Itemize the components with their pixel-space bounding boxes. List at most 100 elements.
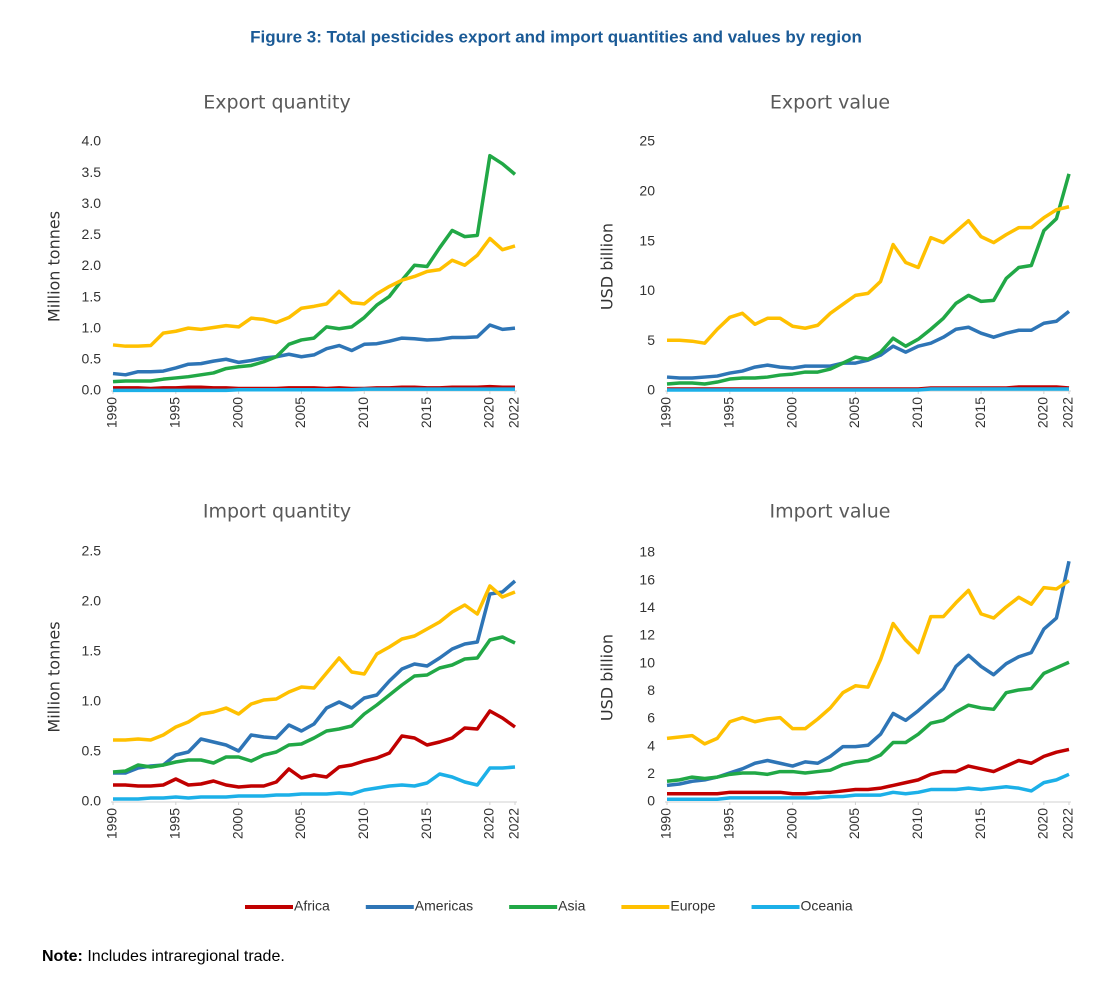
legend-label: Asia [558,898,585,914]
x-tick-label: 2015 [418,808,434,839]
x-tick-label: 2010 [909,397,925,428]
x-tick-label: 2010 [355,397,371,428]
x-tick-label: 2022 [1060,808,1076,839]
y-axis-label: USD billion [598,634,617,721]
series-line [667,747,1070,796]
chart-title: Export quantity [203,92,350,114]
y-tick-label: 2.5 [82,226,102,242]
series-line [113,584,516,742]
series-line [113,709,517,789]
y-tick-label: 0.5 [82,743,102,759]
x-tick-label: 1990 [658,808,674,839]
x-tick-label: 2020 [481,397,497,428]
y-tick-label: 1.0 [82,693,102,709]
y-tick-label: 3.5 [82,164,102,180]
x-tick-label: 2005 [846,397,862,428]
x-tick-label: 2015 [972,397,988,428]
y-tick-label: 1.0 [82,319,102,335]
x-tick-label: 2000 [229,808,245,839]
series-line [667,387,1069,392]
series-line [113,387,515,393]
y-axis-label: USD billion [598,223,617,310]
y-tick-label: 0 [647,382,655,398]
note: Note: Includes intraregional trade. [42,948,285,965]
series-line [112,323,516,377]
x-tick-label: 1990 [658,397,674,428]
x-tick-label: 1995 [167,397,183,428]
chart-panel: Import quantity Million tonnes 0.0 0.5 1.0 1.… [45,501,522,840]
x-tick-label: 1995 [167,808,183,839]
legend-label: Africa [294,898,330,914]
x-tick-label: 2005 [846,808,862,839]
y-tick-label: 18 [639,544,655,560]
y-tick-label: 15 [639,232,655,248]
x-tick-label: 2005 [292,397,308,428]
y-tick-label: 2.0 [82,257,102,273]
series-line [667,772,1070,801]
y-tick-label: 20 [639,183,655,199]
series-line [667,205,1070,345]
x-tick-label: 2020 [481,808,497,839]
x-tick-label: 2010 [355,808,371,839]
y-tick-label: 4 [647,737,655,753]
series-line [112,635,516,774]
y-tick-label: 3.0 [82,195,102,211]
x-tick-label: 2022 [1060,397,1076,428]
x-tick-label: 1990 [104,397,120,428]
y-tick-label: 12 [639,627,655,643]
legend: Africa Americas Asia Europe Oceania [245,898,853,914]
figure-title: Figure 3: Total pesticides export and im… [250,27,862,46]
y-tick-label: 6 [647,710,655,726]
chart-panel: Import value USD billion 0 2 4 6 8 10 12 14 16 18 19… [598,501,1076,840]
x-tick-label: 2022 [506,397,522,428]
x-tick-label: 2000 [783,808,799,839]
y-tick-label: 5 [647,332,655,348]
note-label: Note: [42,948,83,965]
y-tick-label: 14 [639,599,655,615]
x-tick-label: 1995 [721,397,737,428]
y-tick-label: 2.5 [82,543,102,559]
y-tick-label: 16 [639,571,655,587]
x-tick-label: 2020 [1035,397,1051,428]
y-tick-label: 4.0 [82,133,102,149]
x-tick-label: 2010 [909,808,925,839]
y-tick-label: 2 [647,765,655,781]
series-line [666,560,1071,788]
legend-label: Oceania [801,898,853,914]
x-tick-label: 1990 [104,808,120,839]
x-tick-label: 1995 [721,808,737,839]
y-axis-label: Million tonnes [45,621,64,732]
x-tick-label: 2020 [1035,808,1051,839]
y-tick-label: 10 [639,282,655,298]
series-line [112,236,516,348]
chart-panel: Export quantity Million tonnes 0.0 0.5 1.0 1.… [45,92,522,429]
y-tick-label: 1.5 [82,288,102,304]
y-tick-label: 0 [647,793,655,809]
chart-title: Import quantity [203,501,351,523]
x-tick-label: 2005 [292,808,308,839]
chart-title: Import value [770,501,891,523]
x-tick-label: 2022 [506,808,522,839]
y-tick-label: 2.0 [82,593,102,609]
y-tick-label: 8 [647,682,655,698]
y-tick-label: 10 [639,654,655,670]
note-text: Includes intraregional trade. [87,948,284,965]
legend-label: Europe [670,898,715,914]
series-line [113,579,517,775]
y-tick-label: 0.5 [82,351,102,367]
y-tick-label: 0.0 [82,793,102,809]
y-tick-label: 1.5 [82,643,102,659]
y-tick-label: 25 [639,133,655,149]
x-tick-label: 2015 [972,808,988,839]
x-tick-label: 2000 [229,397,245,428]
chart-title: Export value [770,92,890,114]
y-tick-label: 0.0 [82,382,102,398]
series-line [666,173,1071,386]
series-line [666,579,1070,746]
y-axis-label: Million tonnes [45,211,64,322]
x-tick-label: 2015 [418,397,434,428]
series-line [666,660,1070,783]
x-tick-label: 2000 [783,397,799,428]
series-line [112,153,517,384]
